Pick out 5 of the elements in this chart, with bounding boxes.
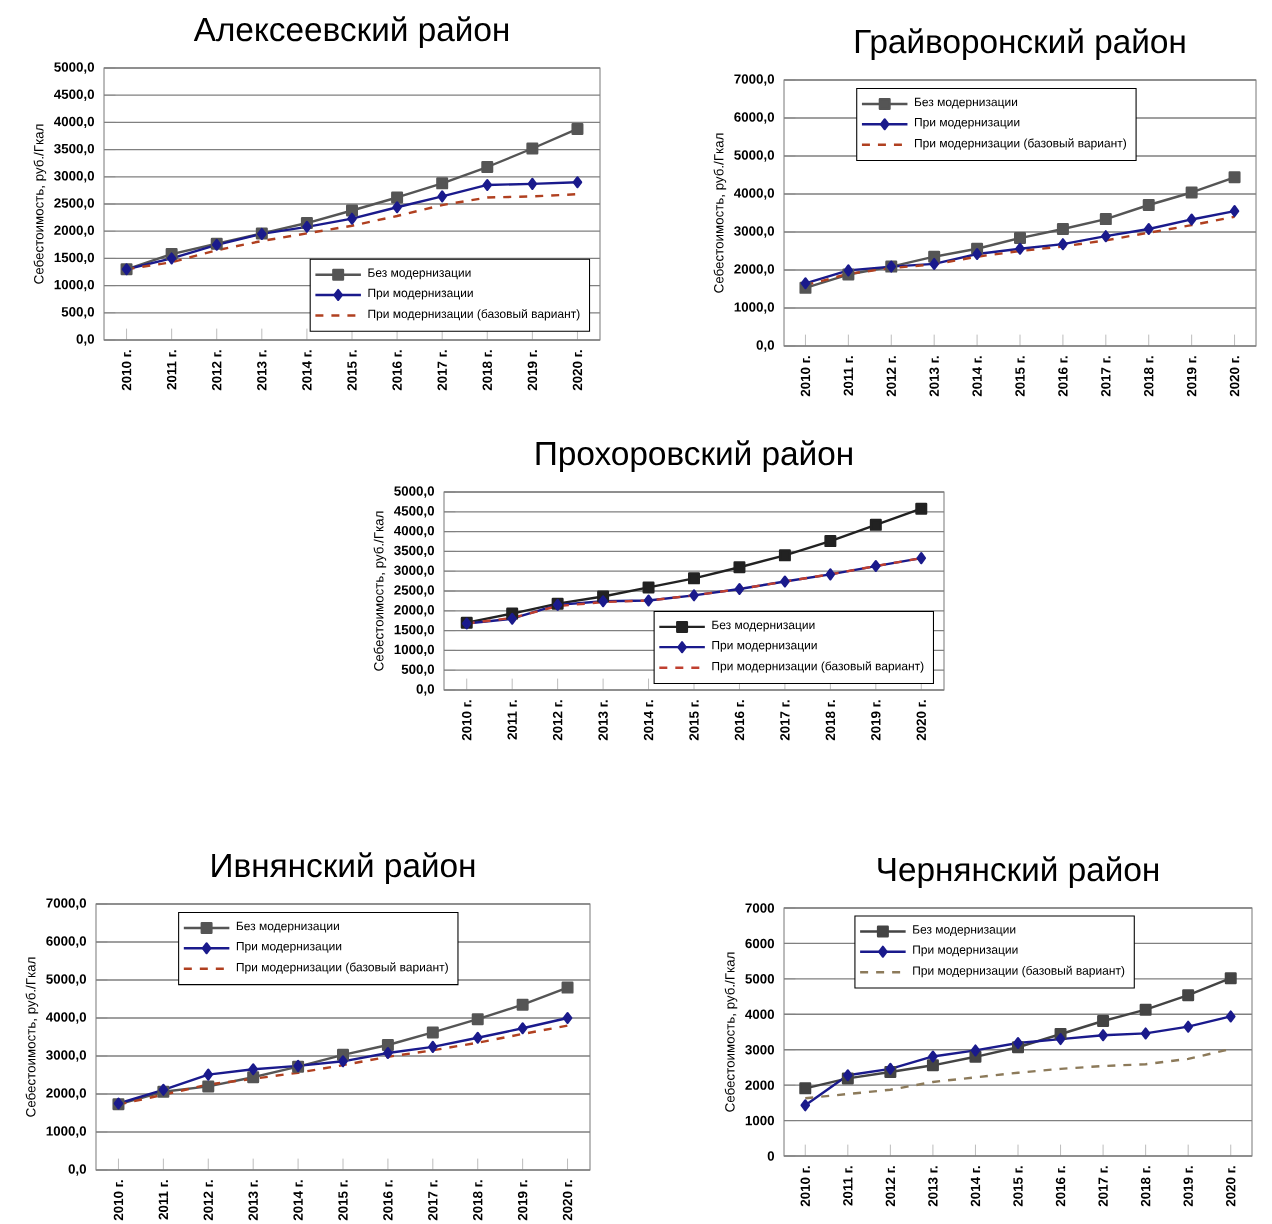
chart-title: Алексеевский район <box>193 16 509 48</box>
chart-title: Ивнянский район <box>212 852 475 884</box>
chart-title: Грайворонский район <box>855 28 1185 60</box>
chart-title: Чернянский район <box>878 856 1158 888</box>
chart-title: Прохоровский район <box>536 440 852 472</box>
